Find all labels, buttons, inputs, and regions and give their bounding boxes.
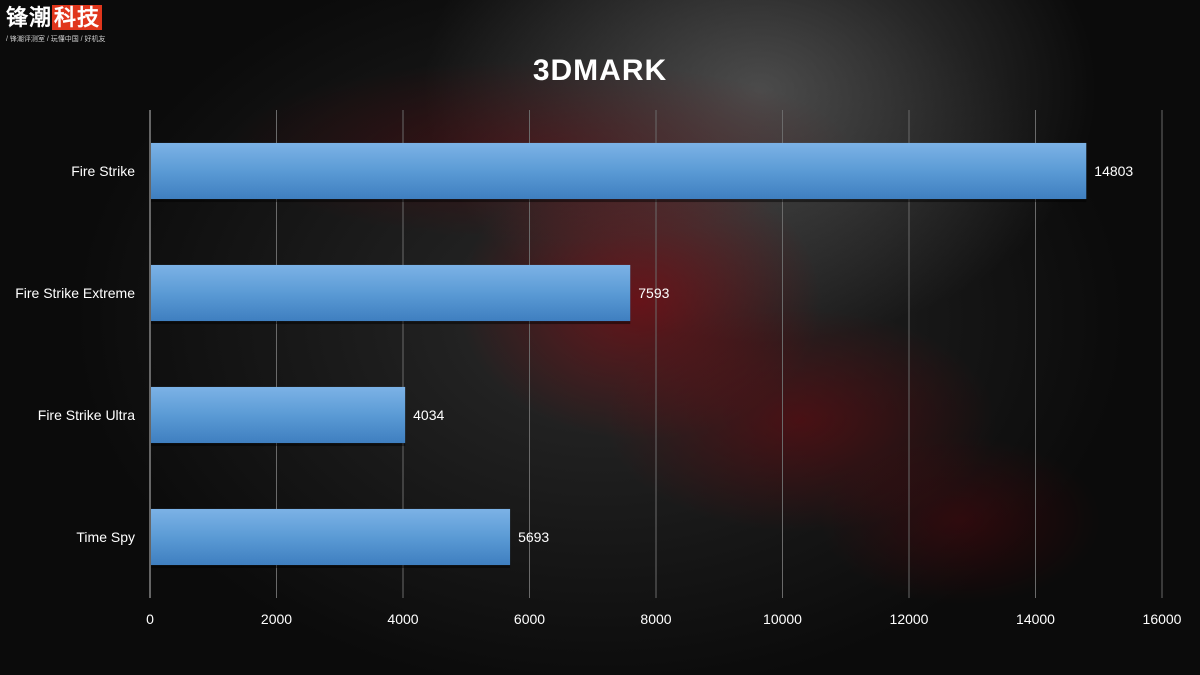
logo-title-part1: 锋潮 — [6, 5, 53, 30]
bar — [151, 386, 406, 444]
x-tick-label: 2000 — [261, 611, 292, 627]
labels: 0 2000 4000 6000 8000 10000 12000 14000 16000 Fir… — [15, 163, 1181, 627]
bars — [151, 142, 1087, 569]
chart-title: 3DMARK — [532, 54, 668, 87]
brand-logo: 锋潮科技 / 锋潮评测室 / 玩懂中国 / 好机友 — [6, 4, 114, 44]
data-label: 7593 — [638, 285, 669, 301]
bar — [151, 264, 631, 322]
x-tick-label: 16000 — [1143, 611, 1182, 627]
x-tick-label: 6000 — [514, 611, 545, 627]
category-label: Time Spy — [76, 529, 135, 545]
x-tick-label: 8000 — [640, 611, 671, 627]
logo-title-part2: 科技 — [52, 5, 103, 30]
bar — [151, 508, 511, 566]
bar — [151, 142, 1087, 200]
category-label: Fire Strike — [71, 163, 135, 179]
data-label: 4034 — [413, 407, 444, 423]
data-label: 5693 — [518, 529, 549, 545]
x-tick-label: 14000 — [1016, 611, 1055, 627]
x-tick-label: 12000 — [890, 611, 929, 627]
logo-subtitle: / 锋潮评测室 / 玩懂中国 / 好机友 — [6, 36, 106, 43]
logo-title: 锋潮科技 — [6, 4, 103, 32]
data-label: 14803 — [1094, 163, 1133, 179]
x-tick-label: 4000 — [387, 611, 418, 627]
category-label: Fire Strike Extreme — [15, 285, 135, 301]
category-label: Fire Strike Ultra — [38, 407, 135, 423]
x-tick-label: 0 — [146, 611, 154, 627]
x-tick-label: 10000 — [763, 611, 802, 627]
